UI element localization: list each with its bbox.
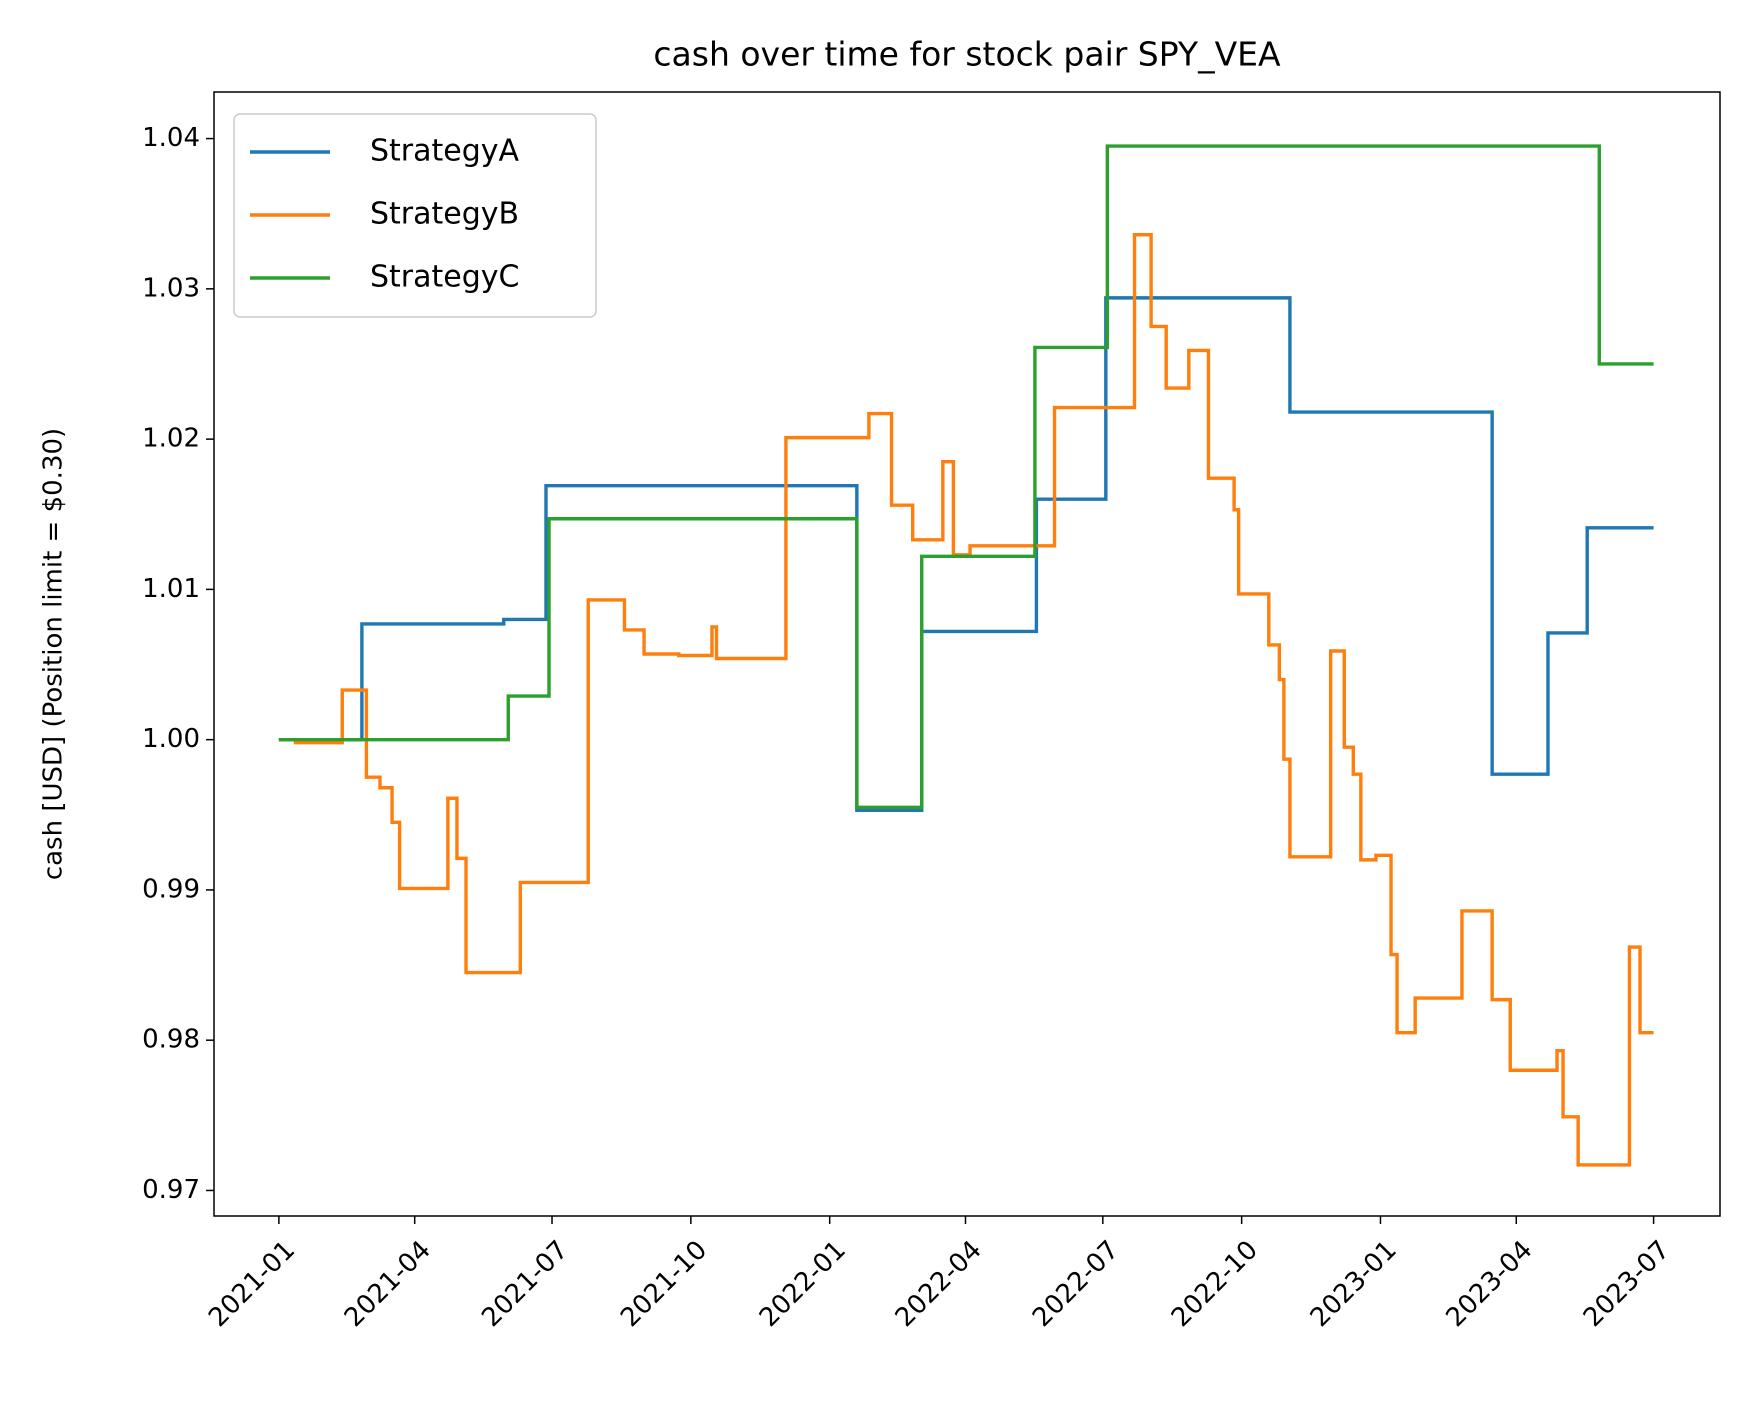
y-tick-label: 1.00 bbox=[142, 724, 200, 754]
y-tick-label: 0.99 bbox=[142, 874, 200, 904]
legend-label: StrategyC bbox=[370, 260, 520, 295]
x-tick-label: 2023-01 bbox=[1305, 1235, 1403, 1333]
series-line bbox=[278, 296, 1654, 812]
y-tick-label: 1.03 bbox=[142, 273, 200, 303]
chart-title: cash over time for stock pair SPY_VEA bbox=[653, 35, 1281, 74]
x-tick-label: 2022-10 bbox=[1166, 1235, 1264, 1333]
y-tick-label: 1.04 bbox=[142, 123, 200, 153]
x-tick-label: 2022-04 bbox=[890, 1235, 988, 1333]
x-tick-label: 2021-07 bbox=[476, 1235, 574, 1333]
x-tick-label: 2023-04 bbox=[1441, 1235, 1539, 1333]
x-tick-label: 2022-01 bbox=[754, 1235, 852, 1333]
y-tick-label: 0.97 bbox=[142, 1175, 200, 1205]
y-tick-label: 0.98 bbox=[142, 1025, 200, 1055]
series-line bbox=[278, 144, 1654, 809]
x-tick-label: 2021-10 bbox=[615, 1235, 713, 1333]
series-line bbox=[278, 233, 1654, 1167]
legend-label: StrategyA bbox=[370, 134, 520, 169]
x-tick-label: 2023-07 bbox=[1578, 1235, 1676, 1333]
legend-box bbox=[233, 113, 597, 318]
y-tick-label: 1.01 bbox=[142, 574, 200, 604]
y-tick-label: 1.02 bbox=[142, 424, 200, 454]
legend-label: StrategyB bbox=[370, 197, 519, 232]
x-tick-label: 2021-01 bbox=[203, 1235, 301, 1333]
y-axis-label: cash [USD] (Position limit = $0.30) bbox=[39, 428, 69, 880]
plot-frame bbox=[213, 91, 1721, 1217]
x-tick-label: 2022-07 bbox=[1027, 1235, 1125, 1333]
x-tick-label: 2021-04 bbox=[339, 1235, 437, 1333]
